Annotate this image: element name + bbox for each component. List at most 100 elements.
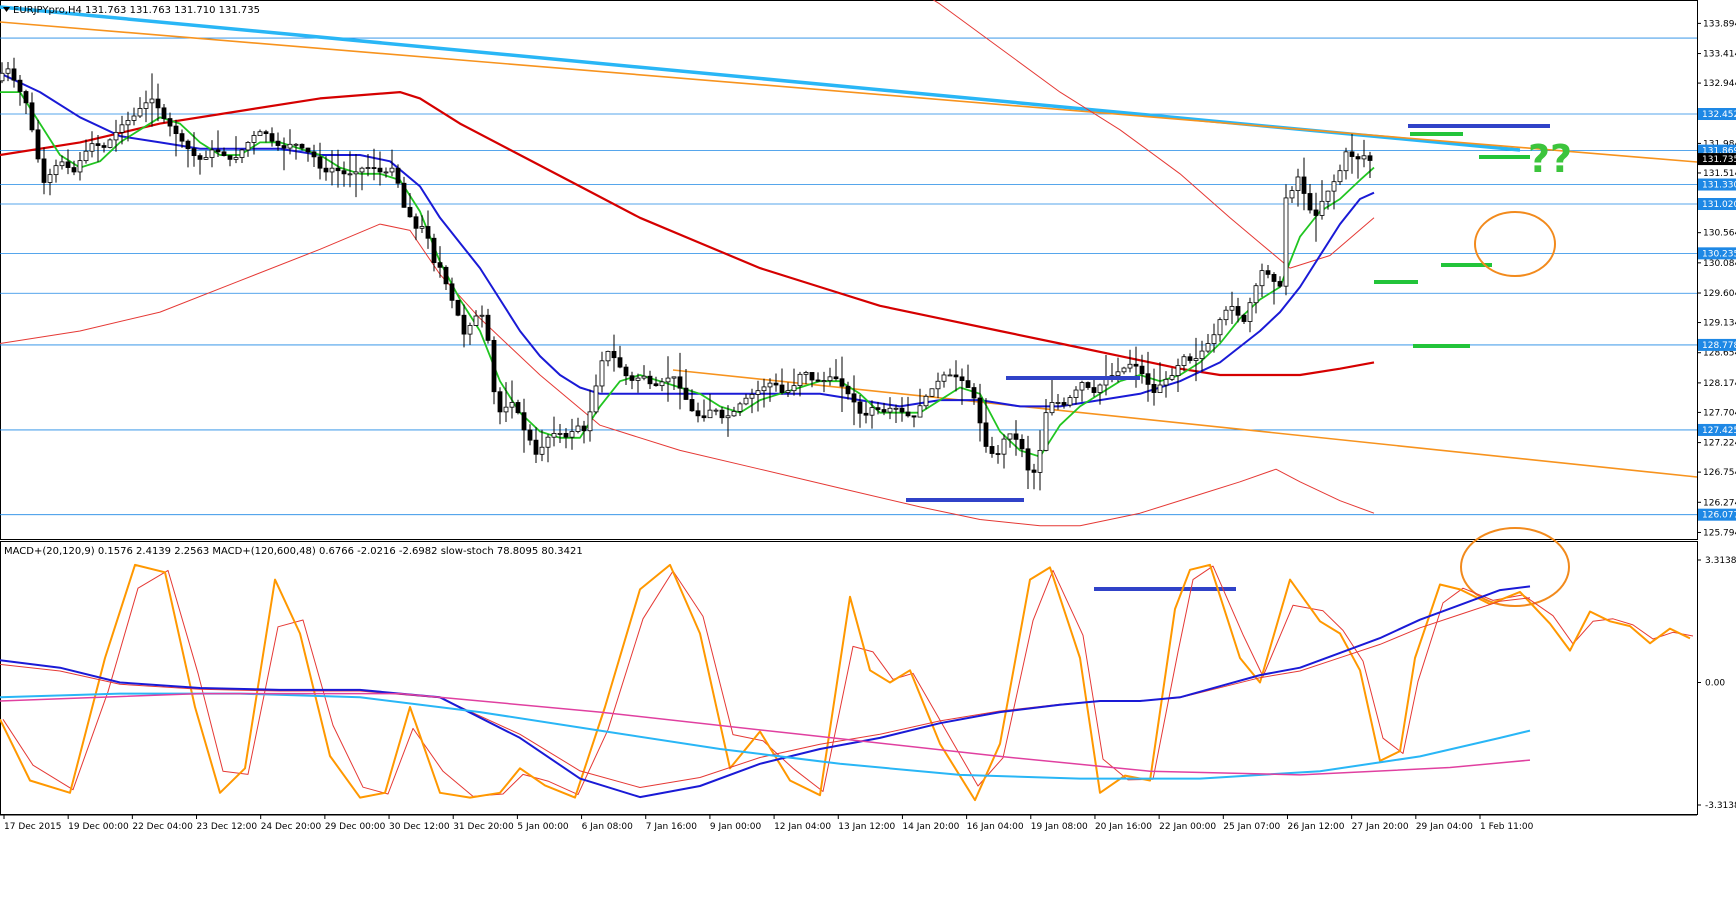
candle-body [209,149,215,158]
candle-body [431,237,437,264]
candle-body [917,405,923,418]
candle-body [299,143,305,149]
orange-circle-annotation [1460,527,1570,607]
candle-body [863,412,869,416]
candle-body [833,376,839,380]
candle-body [221,151,227,157]
stoch-main-line [0,563,1691,802]
candle-body [461,314,467,335]
candle-body [1355,156,1361,160]
candle-body [797,373,803,387]
candle-body [341,170,347,175]
price-tick-label: 125.794 [1703,528,1736,538]
level-tag-label: 128.778 [1702,341,1736,351]
candle-body [959,376,965,382]
candle-body [1091,387,1097,393]
level-tag-bg [1698,338,1736,351]
candle-body [395,167,401,184]
candle-body [179,133,185,142]
candle-body [473,315,479,326]
level-tag-label: 131.020 [1702,200,1736,210]
candle-body [635,377,641,381]
candle-body [401,182,407,208]
candle-body [1037,449,1043,473]
red-moving-average [0,91,1375,377]
macd-stoch-lines [0,563,1694,802]
candle-body [575,425,581,432]
candle-body [755,390,761,395]
bollinger-upper-line [932,0,1375,269]
candle-body [1325,190,1331,202]
candle-body [1049,402,1055,414]
candle-body [803,372,809,375]
candle-body [353,171,359,175]
candle-body [1013,433,1019,440]
price-tick-label: 133.414 [1703,50,1736,60]
level-tag-label: 130.235 [1702,249,1736,259]
candle-body [719,409,725,419]
candle-body [1067,397,1073,406]
candle-body [251,135,257,143]
candle-body [875,407,881,410]
candle-body [1163,378,1169,386]
candle-body [329,167,335,173]
time-tick-label: 6 Jan 08:00 [582,822,634,832]
candle-body [581,425,587,432]
candle-body [521,412,527,431]
candle-body [953,374,959,378]
level-tag-bg [1698,423,1736,436]
level-tag-bg [1698,247,1736,260]
price-tick-label: 129.134 [1703,319,1736,329]
trendlines [0,5,1698,478]
collapse-triangle-icon[interactable] [3,7,10,12]
candle-body [41,158,47,183]
time-tick-label: 13 Jan 12:00 [838,822,895,832]
candle-body [845,385,851,395]
candle-body [1265,270,1271,275]
candle-body [881,409,887,413]
price-tick-label: 126.754 [1703,468,1736,478]
price-tick-label: 131.984 [1703,139,1736,149]
candle-body [629,375,635,381]
time-tick-label: 23 Dec 12:00 [197,822,258,832]
candle-body [779,384,785,393]
candle-body [809,372,815,381]
candle-body [83,150,89,162]
candle-body [1253,285,1259,304]
candle-body [1235,306,1241,316]
candle-body [5,68,11,74]
candle-body [1301,176,1307,194]
candle-body [1001,438,1007,455]
level-tag-bg [1698,198,1736,211]
candle-body [1073,389,1079,398]
candle-body [491,339,497,393]
candle-body [887,407,893,413]
macd-axis: 3.3138 0.00 -3.3138 [1697,556,1736,811]
candle-body [53,165,59,176]
time-tick-label: 22 Dec 04:00 [132,822,193,832]
candle-body [335,167,341,172]
candle-body [839,378,845,387]
candle-body [383,171,389,174]
candle-body [773,382,779,386]
candle-body [185,140,191,150]
candles [0,57,1373,491]
time-tick-label: 29 Jan 04:00 [1416,822,1473,832]
time-tick-label: 25 Jan 07:00 [1223,822,1280,832]
candle-body [905,411,911,417]
candle-body [929,388,935,397]
candle-body [23,91,29,104]
time-tick-label: 14 Jan 20:00 [902,822,959,832]
candle-body [1331,181,1337,192]
candle-body [545,436,551,448]
candle-body [413,216,419,229]
candle-body [1199,350,1205,360]
candle-body [1241,314,1247,322]
candle-body [197,155,203,160]
macd-fast-line [0,585,1531,799]
candle-body [941,374,947,382]
candle-body [47,174,53,183]
candle-body [11,68,17,81]
candle-body [113,131,119,141]
candle-body [167,118,173,127]
